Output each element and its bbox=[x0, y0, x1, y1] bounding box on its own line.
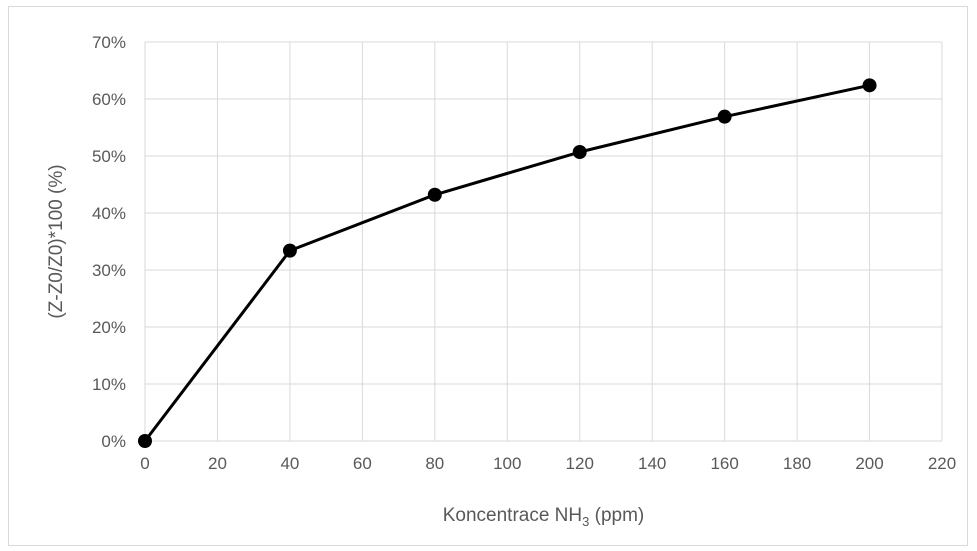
x-tick-label: 180 bbox=[783, 454, 811, 473]
x-tick-label: 160 bbox=[710, 454, 738, 473]
y-axis-title: (Z-Z0/Z0)*100 (%) bbox=[46, 164, 67, 318]
y-tick-label: 60% bbox=[92, 90, 126, 109]
y-tick-label: 0% bbox=[101, 432, 126, 451]
x-tick-label: 100 bbox=[493, 454, 521, 473]
y-tick-label: 10% bbox=[92, 375, 126, 394]
x-axis-title-main: Koncentrace NH bbox=[443, 505, 582, 526]
chart-area bbox=[8, 6, 968, 546]
x-axis-title: Koncentrace NH3 (ppm) bbox=[443, 505, 645, 529]
data-point bbox=[282, 243, 297, 258]
data-point bbox=[138, 434, 152, 448]
x-axis-title-subscript: 3 bbox=[582, 514, 589, 529]
x-tick-label: 200 bbox=[855, 454, 883, 473]
data-point bbox=[572, 145, 587, 160]
x-tick-label: 120 bbox=[566, 454, 594, 473]
x-tick-label: 220 bbox=[928, 454, 956, 473]
x-tick-label: 80 bbox=[425, 454, 444, 473]
y-tick-label: 50% bbox=[92, 147, 126, 166]
series-line bbox=[143, 83, 870, 442]
data-point bbox=[427, 187, 442, 202]
y-axis-ticks: 0% 10% 20% 30% 40% 50% 60% 70% bbox=[92, 33, 126, 451]
series-layer bbox=[138, 78, 877, 448]
x-tick-label: 40 bbox=[280, 454, 299, 473]
x-tick-label: 20 bbox=[208, 454, 227, 473]
y-tick-label: 70% bbox=[92, 33, 126, 52]
x-tick-label: 0 bbox=[140, 454, 149, 473]
x-axis-ticks: 0 20 40 60 80 100 120 140 160 180 200 220 bbox=[140, 454, 956, 473]
grid-lines bbox=[144, 41, 943, 442]
y-tick-label: 40% bbox=[92, 204, 126, 223]
y-tick-label: 20% bbox=[92, 318, 126, 337]
x-axis-title-suffix: (ppm) bbox=[589, 505, 644, 526]
y-tick-label: 30% bbox=[92, 261, 126, 280]
data-point bbox=[717, 109, 732, 124]
x-tick-label: 140 bbox=[638, 454, 666, 473]
data-point bbox=[862, 78, 877, 93]
x-tick-label: 60 bbox=[353, 454, 372, 473]
